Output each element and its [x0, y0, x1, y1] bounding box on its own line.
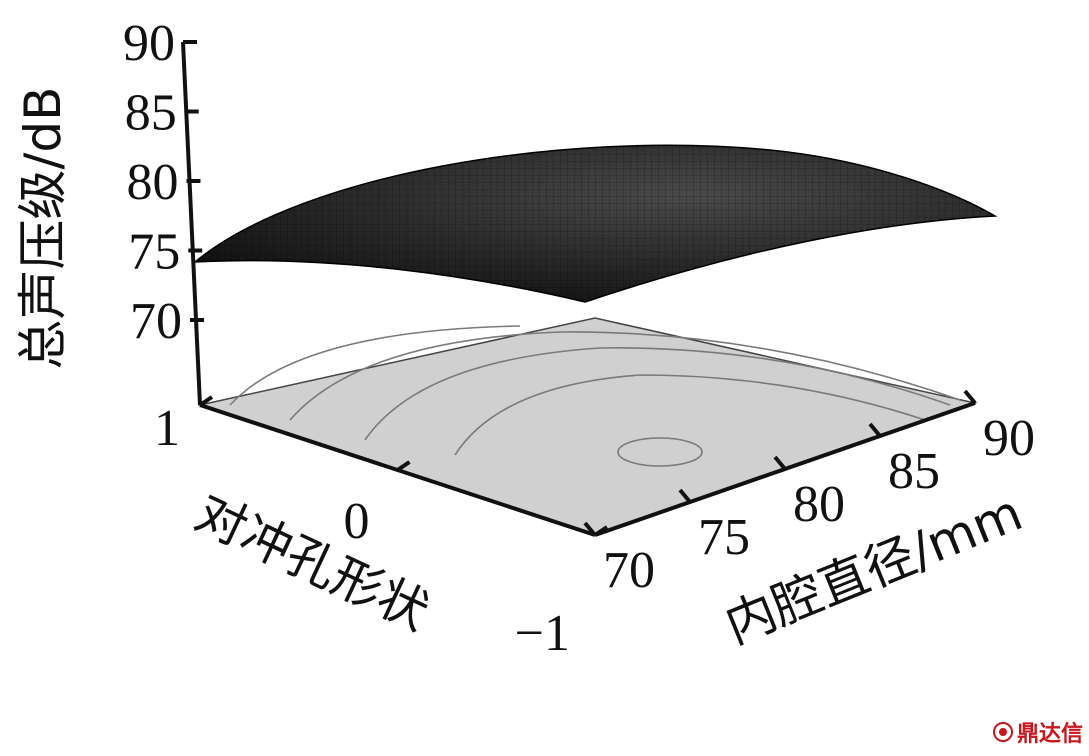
z-axis-title: 总声压级/dB: [14, 87, 72, 370]
x-tick-label: 85: [888, 443, 940, 500]
x-tick-mark: [963, 389, 977, 405]
contour-ring: [229, 325, 521, 406]
z-tick-label: 85: [125, 85, 177, 142]
z-axis-line: [181, 41, 202, 406]
contour-ring: [454, 374, 926, 456]
surface-mesh: [195, 145, 995, 302]
z-tick-label: 80: [127, 154, 179, 211]
tick-labels: 70 75 80 85 90 −1 0 1 70 75 80 85 90: [123, 15, 1035, 662]
tick-marks: [183, 40, 977, 537]
x-tick-label: 75: [698, 509, 750, 566]
contour-ring: [617, 437, 703, 467]
x-tick-mark: [678, 488, 692, 504]
y-tick-label: 1: [154, 400, 180, 457]
z-tick-label: 90: [123, 15, 175, 72]
contour-ring: [364, 347, 951, 441]
x-tick-label: 70: [603, 542, 655, 599]
x-tick-mark: [583, 521, 597, 537]
y-tick-mark: [198, 395, 214, 407]
y-tick-label: −1: [515, 605, 570, 662]
y-tick-label: 0: [344, 493, 370, 550]
x-tick-mark: [773, 455, 787, 471]
contour-ring: [289, 331, 961, 421]
watermark-text: 鼎达信: [1016, 722, 1083, 747]
y-tick-mark: [396, 460, 411, 472]
watermark-logo: 鼎达信: [992, 716, 1083, 748]
x-tick-mark: [868, 422, 882, 438]
base-contours: [229, 325, 961, 467]
y-axis-title: 对冲孔形状: [187, 483, 438, 641]
logo-icon: [992, 722, 1013, 742]
x-tick-label: 90: [983, 410, 1035, 467]
y-tick-mark: [593, 525, 609, 537]
z-tick-label: 70: [130, 293, 182, 350]
base-plane: [197, 317, 978, 536]
x-axis-title: 内腔直径/mm: [717, 483, 1030, 655]
x-tick-label: 80: [793, 476, 845, 533]
z-tick-label: 75: [128, 224, 180, 281]
